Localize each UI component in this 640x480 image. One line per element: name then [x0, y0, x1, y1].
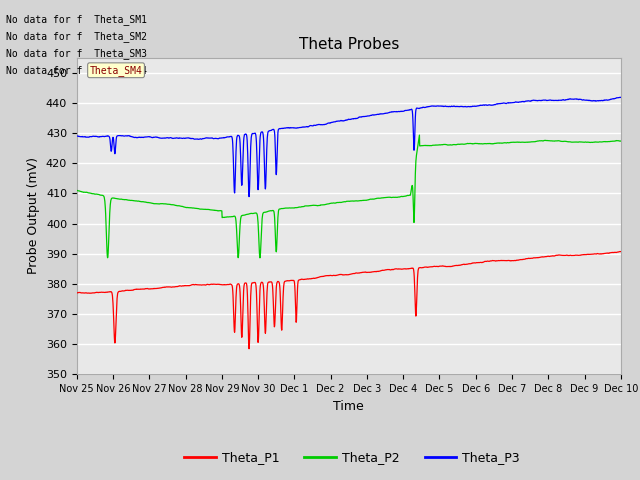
Text: No data for f  Theta_SM4: No data for f Theta_SM4	[6, 65, 147, 76]
Title: Theta Probes: Theta Probes	[299, 37, 399, 52]
Text: No data for f  Theta_SM1: No data for f Theta_SM1	[6, 14, 147, 25]
X-axis label: Time: Time	[333, 400, 364, 413]
Text: No data for f  Theta_SM3: No data for f Theta_SM3	[6, 48, 147, 59]
Y-axis label: Probe Output (mV): Probe Output (mV)	[28, 157, 40, 275]
Text: No data for f  Theta_SM2: No data for f Theta_SM2	[6, 31, 147, 42]
Text: Theta_SM4: Theta_SM4	[90, 65, 143, 76]
Legend: Theta_P1, Theta_P2, Theta_P3: Theta_P1, Theta_P2, Theta_P3	[179, 446, 525, 469]
